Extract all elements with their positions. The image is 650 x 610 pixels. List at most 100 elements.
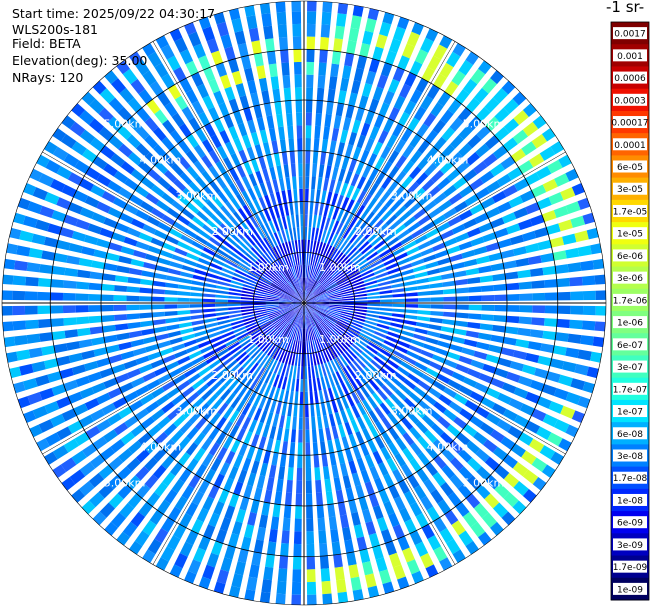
range-gate-cell (352, 360, 363, 372)
range-gate-cell (177, 355, 191, 366)
range-gate-cell (27, 201, 43, 214)
range-gate-cell (198, 229, 211, 240)
range-gate-cell (470, 521, 486, 538)
range-gate-cell (436, 222, 451, 233)
range-gate-cell (4, 336, 16, 348)
range-gate-cell (433, 401, 447, 414)
range-gate-cell (399, 335, 413, 343)
range-gate-cell (277, 375, 284, 389)
range-gate-cell (98, 126, 114, 142)
range-gate-cell (513, 480, 529, 497)
range-gate-cell (253, 298, 267, 301)
range-gate-cell (344, 170, 353, 185)
range-gate-cell (341, 396, 350, 410)
range-gate-cell (590, 351, 602, 363)
range-gate-cell (145, 440, 159, 454)
range-gate-cell (62, 292, 76, 301)
range-gate-cell (379, 307, 393, 312)
range-gate-cell (375, 420, 386, 435)
range-gate-cell (442, 319, 456, 326)
range-gate-cell (191, 280, 205, 287)
range-gate-cell (411, 339, 425, 348)
range-gate-cell (105, 344, 120, 354)
range-gate-cell (323, 319, 334, 329)
range-gate-cell (313, 267, 320, 280)
range-gate-cell (456, 160, 471, 174)
range-gate-cell (443, 359, 458, 369)
range-gate-cell (403, 240, 417, 251)
range-gate-cell (384, 540, 397, 556)
azimuth-spoke (303, 41, 456, 304)
range-gate-cell (222, 171, 233, 186)
range-gate-cell (360, 122, 371, 137)
range-gate-cell (323, 414, 330, 429)
range-gate-cell (365, 70, 377, 86)
range-gate-cell (324, 317, 336, 326)
range-gate-cell (230, 439, 241, 453)
range-gate-cell (447, 491, 462, 507)
range-gate-cell (56, 426, 72, 441)
range-gate-cell (311, 282, 320, 294)
range-gate-cell (241, 290, 255, 295)
range-gate-cell (376, 74, 389, 89)
range-gate-cell (161, 136, 175, 151)
range-gate-cell (149, 81, 164, 97)
range-gate-cell (458, 385, 473, 397)
range-gate-cell (314, 254, 320, 267)
range-gate-cell (253, 307, 267, 311)
range-gate-cell (400, 463, 413, 478)
range-gate-cell (409, 89, 423, 105)
range-gate-cell (215, 307, 229, 312)
range-gate-cell (364, 137, 375, 152)
range-gate-cell (319, 322, 328, 334)
range-gate-cell (470, 236, 485, 247)
range-gate-cell (304, 315, 307, 329)
range-gate-cell (157, 416, 171, 429)
range-gate-cell (461, 249, 476, 259)
range-gate-cell (400, 235, 414, 245)
range-gate-cell (45, 159, 61, 174)
range-gate-cell (77, 269, 91, 279)
range-gate-cell (280, 272, 289, 284)
range-gate-cell (387, 150, 400, 164)
range-gate-cell (394, 252, 408, 261)
range-gate-cell (288, 138, 295, 152)
range-gate-cell (126, 313, 140, 320)
range-gate-cell (245, 321, 258, 329)
range-gate-cell (108, 242, 123, 252)
range-gate-cell (176, 400, 190, 413)
range-gate-cell (327, 387, 335, 401)
range-gate-cell (373, 355, 386, 367)
range-gate-cell (188, 559, 202, 575)
range-gate-cell (258, 210, 268, 224)
range-gate-cell (210, 214, 223, 226)
range-gate-cell (465, 440, 480, 455)
range-gate-cell (402, 160, 415, 174)
range-gate-cell (400, 128, 413, 143)
range-gate-cell (272, 503, 281, 518)
range-gate-cell (368, 168, 379, 182)
range-gate-cell (172, 374, 187, 385)
range-gate-cell (432, 119, 446, 134)
range-gate-cell (328, 263, 338, 275)
colorbar-label-bg (613, 182, 647, 195)
range-gate-cell (329, 301, 343, 303)
range-gate-cell (228, 287, 242, 293)
range-gate-cell (254, 311, 268, 316)
range-gate-cell (367, 153, 378, 167)
range-gate-cell (271, 452, 279, 466)
range-gate-cell (570, 378, 586, 391)
range-gate-cell (259, 591, 271, 603)
range-gate-cell (291, 214, 296, 228)
range-gate-cell (300, 277, 303, 291)
range-gate-cell (269, 286, 282, 293)
range-gate-cell (422, 254, 437, 263)
range-gate-cell (437, 499, 452, 515)
range-gate-cell (191, 518, 204, 534)
range-gate-cell (135, 355, 150, 365)
range-gate-cell (325, 245, 333, 258)
range-gate-cell (120, 246, 135, 256)
range-gate-cell (397, 366, 410, 377)
range-gate-cell (355, 388, 366, 402)
range-gate-cell (312, 284, 322, 294)
